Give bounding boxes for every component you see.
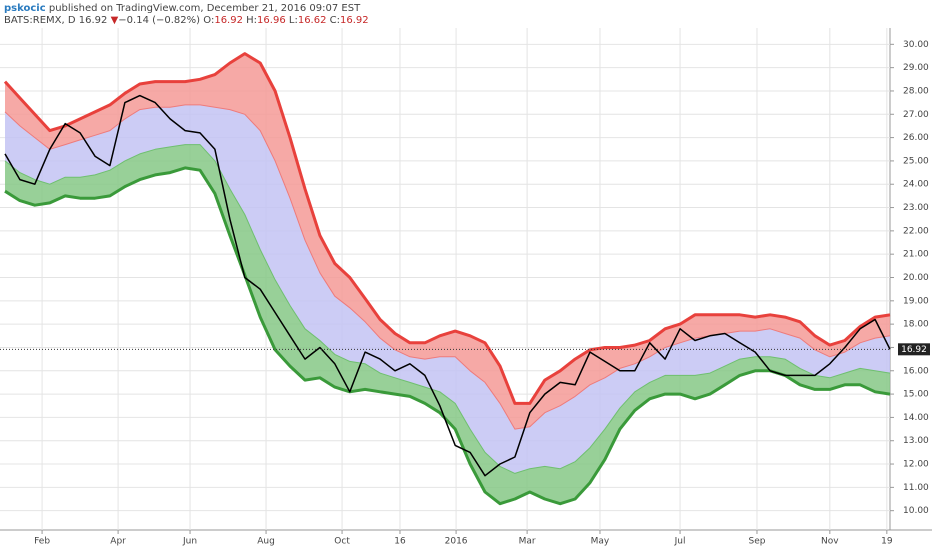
y-tick-label: 28.00: [903, 86, 929, 96]
y-tick-label: 15.00: [903, 390, 929, 400]
band-fill: [5, 104, 890, 474]
band-line: [4, 166, 891, 506]
y-tick-label: 13.00: [903, 436, 929, 446]
y-tick-label: 27.00: [903, 110, 929, 120]
y-tick-label: 14.00: [903, 413, 929, 423]
y-tick-label: 10.00: [903, 506, 929, 516]
y-tick-label: 26.00: [903, 133, 929, 143]
y-tick-label: 12.00: [903, 460, 929, 470]
x-tick-label: Feb: [34, 537, 50, 547]
x-tick-label: Oct: [334, 537, 350, 547]
y-tick-label: 23.00: [903, 203, 929, 213]
price-line: [4, 94, 891, 477]
x-tick-label: Apr: [110, 537, 126, 547]
y-tick-label: 19.00: [903, 296, 929, 306]
y-tick-label: 21.00: [903, 250, 929, 260]
author: pskocic: [4, 3, 46, 14]
last-price-box: [898, 343, 930, 356]
y-tick-label: 20.00: [903, 273, 929, 283]
y-tick-label: 30.00: [903, 40, 929, 50]
y-tick-label: 29.00: [903, 63, 929, 73]
y-tick-label: 18.00: [903, 320, 929, 330]
x-tick-label: May: [591, 537, 610, 547]
header-line-1: pskocic published on TradingView.com, De…: [4, 3, 361, 14]
x-tick-label: Mar: [519, 537, 536, 547]
x-tick-label: Nov: [821, 537, 839, 547]
ohlc-label: H:: [246, 15, 257, 26]
x-tick-label: 2016: [445, 537, 468, 547]
band-fill: [5, 144, 890, 504]
x-tick-label: Aug: [257, 537, 275, 547]
ohlc-value: 16.96: [257, 15, 286, 26]
grid: [0, 28, 890, 530]
x-tick-label: Jun: [182, 537, 197, 547]
ohlc-value: 16.92: [340, 15, 369, 26]
price: 16.92: [79, 15, 108, 26]
x-tick-label: 16: [394, 537, 406, 547]
y-tick-label: 25.00: [903, 156, 929, 166]
y-tick-label: 22.00: [903, 226, 929, 236]
x-tick-label: 19: [881, 537, 893, 547]
symbol: BATS:REMX, D: [4, 15, 76, 26]
band-line: [4, 144, 891, 474]
published: published on TradingView.com, December 2…: [49, 3, 361, 14]
ohlc-label: L:: [289, 15, 298, 26]
x-tick-label: Jul: [674, 537, 686, 547]
ohlc-label: O:: [203, 15, 214, 26]
ohlc-label: C:: [330, 15, 340, 26]
last-price-label: 16.92: [901, 345, 927, 355]
y-tick-label: 24.00: [903, 180, 929, 190]
arrow: ▼: [111, 15, 119, 26]
band-line: [4, 104, 891, 430]
header-line-2: BATS:REMX, D 16.92 ▼−0.14 (−0.82%) O:16.…: [4, 15, 369, 26]
ohlc-value: 16.92: [214, 15, 243, 26]
y-tick-label: 11.00: [903, 483, 929, 493]
band-line: [3, 52, 891, 405]
change: −0.14 (−0.82%): [118, 15, 200, 26]
x-tick-label: Sep: [748, 537, 765, 547]
ohlc-value: 16.62: [298, 15, 327, 26]
y-tick-label: 16.00: [903, 366, 929, 376]
band-fill: [5, 53, 890, 430]
